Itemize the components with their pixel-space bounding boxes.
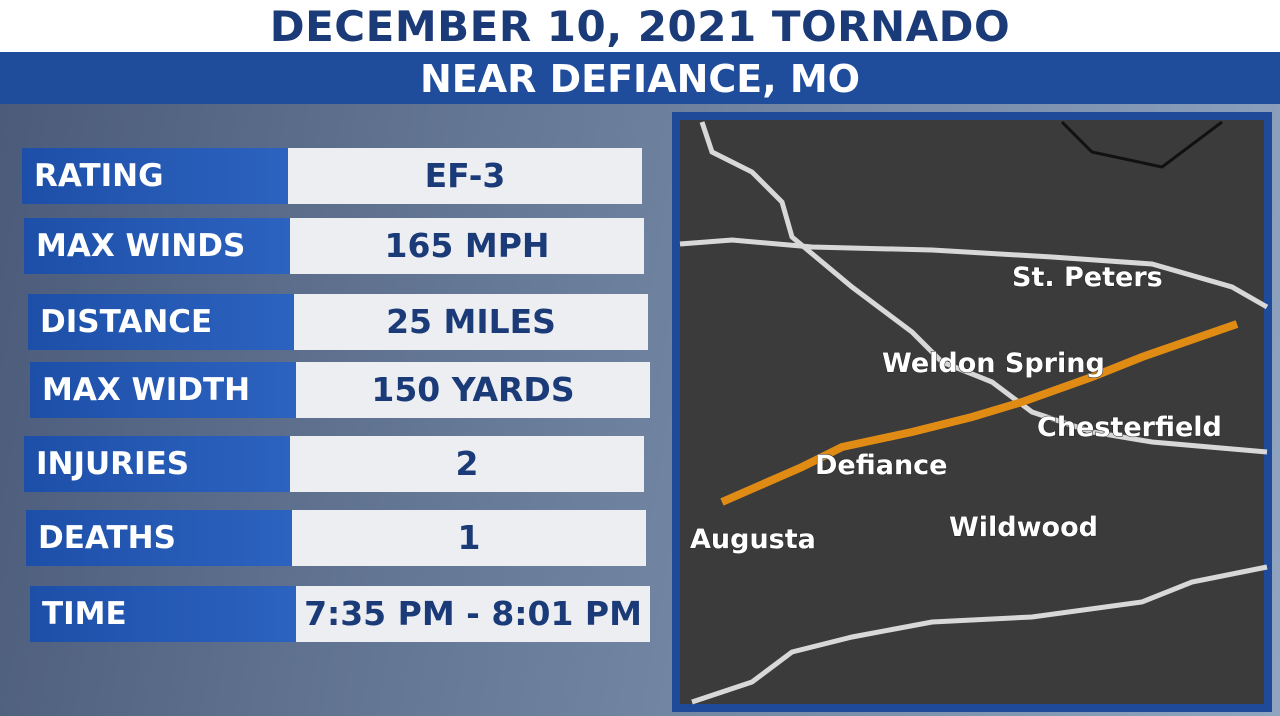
table-row: MAX WINDS 165 MPH — [24, 218, 644, 274]
map-label: Augusta — [690, 524, 816, 555]
subtitle: NEAR DEFIANCE, MO — [0, 52, 1280, 104]
row-value: 2 — [290, 436, 644, 492]
row-label: DEATHS — [26, 510, 292, 566]
county-line — [1060, 120, 1223, 169]
row-label: MAX WINDS — [24, 218, 290, 274]
table-row: RATING EF-3 — [22, 148, 642, 204]
row-value: 1 — [292, 510, 646, 566]
row-value: 25 MILES — [294, 294, 648, 350]
row-label: MAX WIDTH — [30, 362, 296, 418]
table-row: MAX WIDTH 150 YARDS — [30, 362, 650, 418]
row-value: 150 YARDS — [296, 362, 650, 418]
roads — [679, 121, 1269, 705]
row-label: INJURIES — [24, 436, 290, 492]
map-area — [680, 120, 1264, 704]
map: St. Peters Weldon Spring Chesterfield De… — [672, 112, 1272, 712]
map-label: Chesterfield — [1037, 412, 1222, 443]
tornado-track — [720, 320, 1239, 506]
row-label: TIME — [30, 586, 296, 642]
row-value: EF-3 — [288, 148, 642, 204]
row-value: 7:35 PM - 8:01 PM — [296, 586, 650, 642]
map-label: Wildwood — [949, 512, 1098, 543]
map-label: Defiance — [815, 450, 948, 481]
row-label: RATING — [22, 148, 288, 204]
map-label: St. Peters — [1012, 262, 1163, 293]
table-row: DISTANCE 25 MILES — [28, 294, 648, 350]
table-row: DEATHS 1 — [26, 510, 646, 566]
table-row: INJURIES 2 — [24, 436, 644, 492]
title: DECEMBER 10, 2021 TORNADO — [0, 0, 1280, 52]
map-label: Weldon Spring — [882, 348, 1105, 379]
row-label: DISTANCE — [28, 294, 294, 350]
row-value: 165 MPH — [290, 218, 644, 274]
table-row: TIME 7:35 PM - 8:01 PM — [30, 586, 650, 642]
